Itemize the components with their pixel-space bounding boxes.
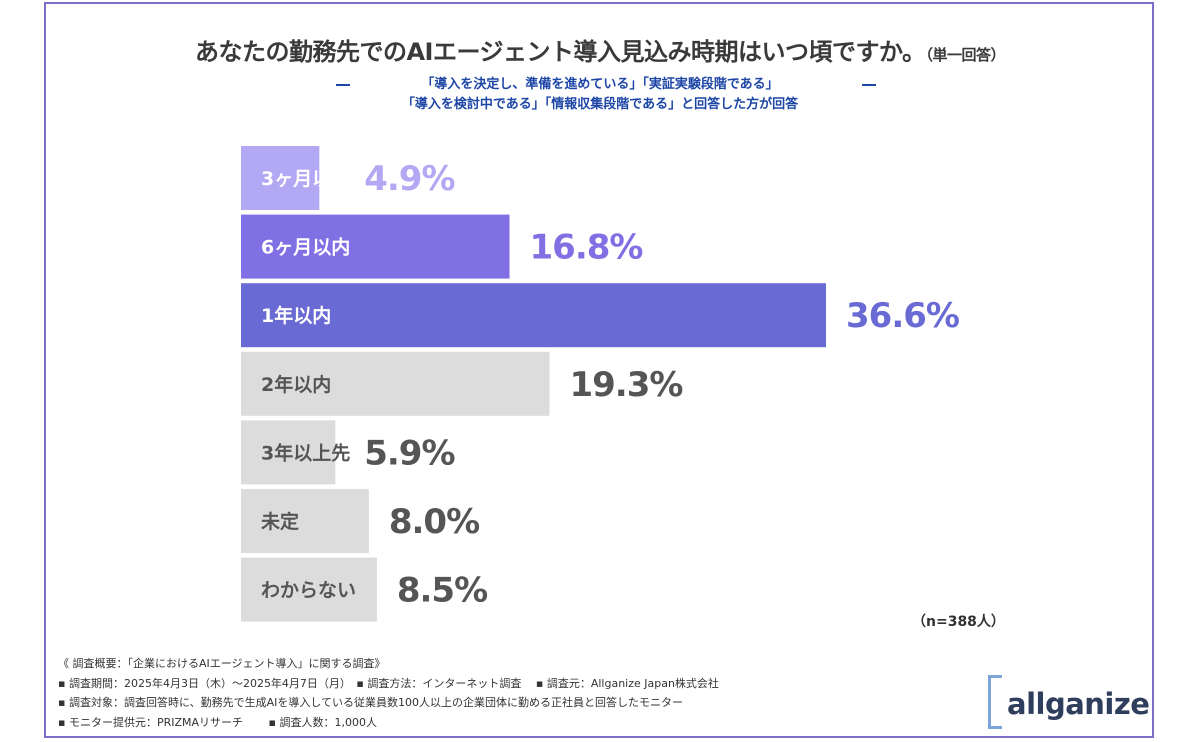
value-label-5: 8.0% [389,502,479,542]
logo-text: allganize [1007,687,1150,721]
bar-0 [241,146,320,210]
category-label-3: 2年以内 [261,373,331,396]
bar-4 [241,420,336,485]
logo-bracket-icon [988,675,1002,729]
footer-line: 《 調査概要：「企業におけるAIエージェント導入」に関する調査》 [58,657,386,670]
chart-frame [44,2,1154,738]
sample-size-note: （n=388人） [912,614,1005,630]
category-label-2: 1年以内 [261,304,331,327]
bar-3 [241,351,550,416]
category-label-0: 3ヶ月以内 [261,167,350,190]
value-label-3: 19.3% [569,365,682,405]
value-label-0: 4.9% [364,159,454,199]
footer-line: ▪ モニター提供元：PRIZMAリサーチ ▪ 調査人数：1,000人 [58,715,377,729]
category-label-1: 6ヶ月以内 [261,236,350,259]
subtitle-line-2: 「導入を検討中である」「情報収集段階である」と回答した方が回答 [401,97,799,112]
title-main: あなたの勤務先でのAIエージェント導入見込み時期はいつ頃ですか。 [194,38,926,66]
subtitle-dash-right [862,84,876,86]
bar-5 [241,489,369,553]
value-label-2: 36.6% [846,296,959,336]
value-label-4: 5.9% [364,433,454,473]
value-label-1: 16.8% [530,228,643,268]
subtitle-dash-left [336,84,350,86]
chart-subtitle: 「導入を決定し、準備を進めている」「実証実験段階である」 「導入を検討中である」… [0,75,1200,115]
subtitle-line-1: 「導入を決定し、準備を進めている」「実証実験段階である」 [421,77,779,92]
title-suffix: （単一回答） [925,46,1006,64]
allganize-logo: allganize [985,673,1150,735]
category-label-4: 3年以上先 [261,441,350,464]
chart-title: あなたの勤務先でのAIエージェント導入見込み時期はいつ頃ですか。（単一回答） [0,32,1200,67]
category-label-6: わからない [261,580,356,602]
bar-1 [241,214,510,279]
footer-line: ▪ 調査対象：調査回答時に、勤務先で生成AIを導入している従業員数100人以上の… [58,696,684,709]
bar-6 [241,557,377,622]
survey-footer: 《 調査概要：「企業におけるAIエージェント導入」に関する調査》 ▪ 調査期間：… [58,654,719,732]
category-label-5: 未定 [260,510,299,533]
bar-2 [241,283,826,348]
footer-line: ▪ 調査期間：2025年4月3日（木）〜2025年4月7日（月） ▪ 調査方法：… [58,676,719,690]
value-label-6: 8.5% [397,571,487,611]
